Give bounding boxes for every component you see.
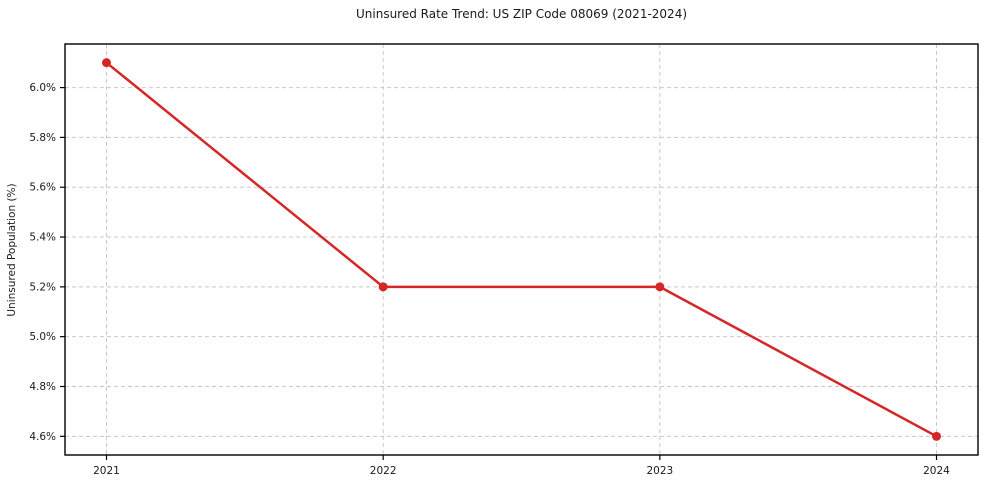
y-tick-label: 5.8% — [29, 132, 56, 144]
y-tick-label: 4.8% — [29, 381, 56, 393]
data-point-marker — [655, 282, 665, 292]
data-point-marker — [378, 282, 388, 292]
y-tick-label: 6.0% — [29, 82, 56, 94]
data-point-marker — [102, 58, 111, 68]
x-tick-label: 2023 — [646, 465, 673, 477]
y-tick-label: 4.6% — [29, 431, 56, 443]
y-tick-label: 5.4% — [29, 232, 56, 244]
y-tick-label: 5.6% — [29, 182, 56, 194]
trend-line — [105, 61, 938, 438]
x-tick-label: 2024 — [923, 465, 950, 477]
x-tick-label: 2021 — [93, 465, 120, 477]
y-axis-label: Uninsured Population (%) — [6, 183, 18, 317]
y-tick-label: 5.2% — [29, 281, 56, 293]
x-tick-label: 2022 — [370, 465, 397, 477]
plot-border — [64, 43, 979, 456]
data-point-marker — [932, 431, 941, 441]
y-tick-label: 5.0% — [29, 331, 56, 343]
chart-title: Uninsured Rate Trend: US ZIP Code 08069 … — [355, 7, 688, 21]
